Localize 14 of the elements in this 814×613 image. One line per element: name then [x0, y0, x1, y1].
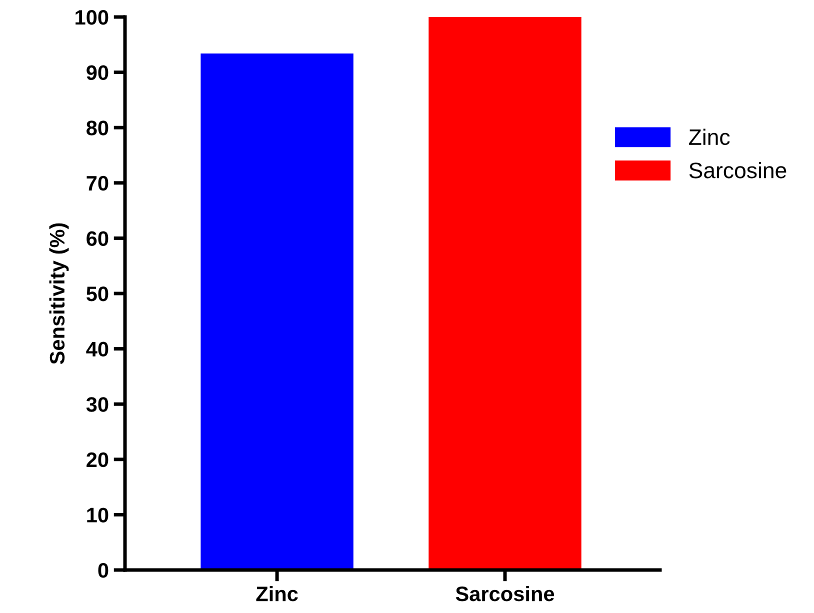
y-tick-label: 50 [86, 286, 108, 302]
legend-label: Zinc [689, 128, 730, 146]
legend-label: Sarcosine [689, 162, 786, 178]
y-tick-label: 90 [86, 65, 108, 80]
y-tick-label: 60 [86, 231, 108, 246]
y-axis-title: Sensitivity (%) [49, 223, 69, 364]
y-tick-label: 100 [76, 10, 108, 25]
y-tick-label: 30 [86, 397, 108, 412]
y-tick-label: 0 [98, 563, 108, 578]
y-tick-label: 70 [86, 176, 108, 191]
y-tick-label: 20 [86, 452, 108, 468]
y-tick-label: 10 [87, 508, 108, 522]
y-tick-label: 80 [86, 120, 108, 136]
y-tick-label: 40 [86, 342, 108, 357]
